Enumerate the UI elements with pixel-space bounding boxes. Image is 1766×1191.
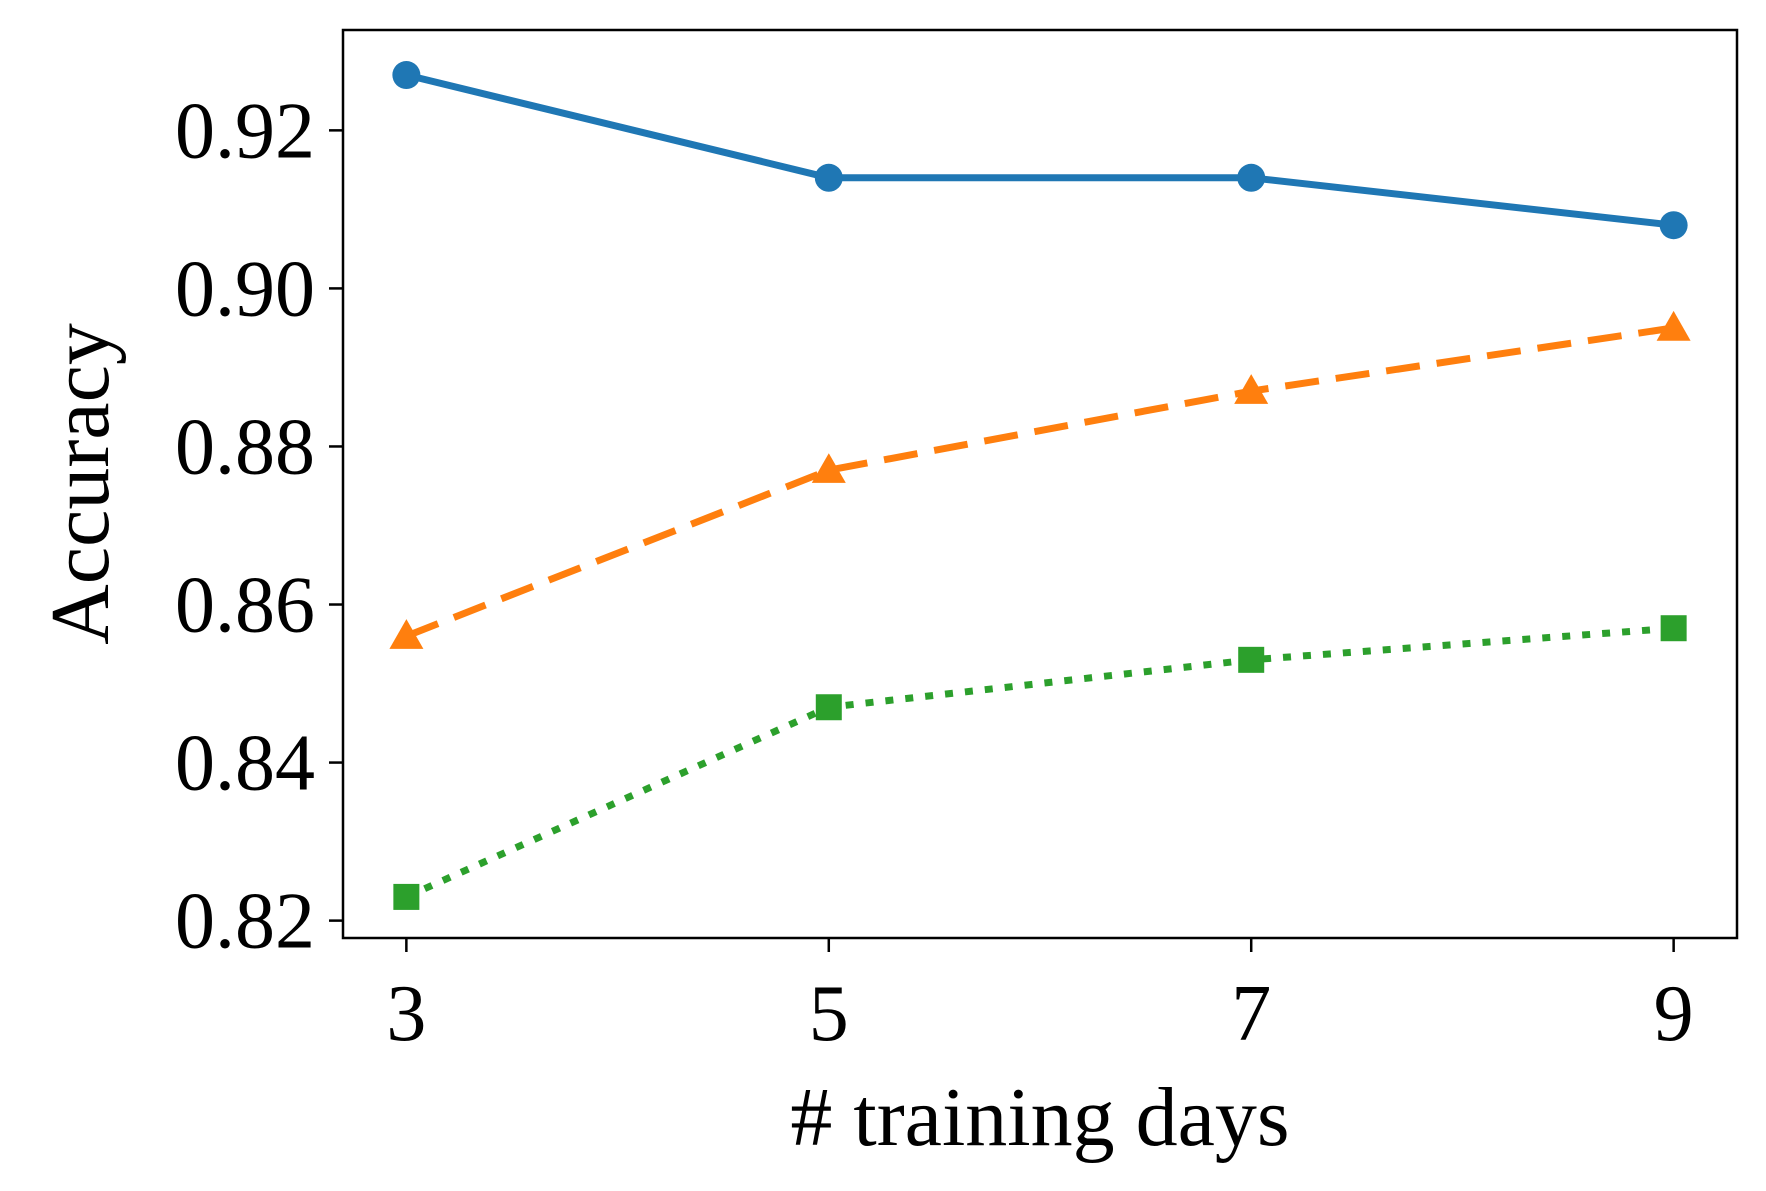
series-3: [393, 615, 1687, 910]
y-tick-label: 0.92: [175, 87, 315, 175]
series-1: [392, 61, 1688, 240]
y-tick-label: 0.86: [175, 562, 315, 650]
series-line: [404, 624, 1674, 901]
plot-area-frame: [341, 28, 1739, 940]
data-point-square: [1238, 646, 1265, 673]
x-axis-ticks: 3 5 7 9: [386, 938, 1694, 1058]
data-point-square: [393, 883, 420, 910]
y-tick-label: 0.82: [175, 878, 315, 966]
data-point-circle: [1659, 211, 1688, 240]
x-tick-label: 5: [809, 970, 849, 1058]
data-point-triangle: [1656, 310, 1691, 341]
data-point-triangle: [811, 453, 846, 483]
x-axis-label: # training days: [790, 1071, 1289, 1164]
y-tick-label: 0.84: [175, 720, 315, 808]
x-tick-label: 9: [1654, 970, 1694, 1058]
y-axis-label: Accuracy: [34, 323, 127, 645]
series-line: [405, 324, 1675, 640]
y-axis-ticks: 0.82 0.84 0.86 0.88 0.90 0.92: [175, 87, 343, 966]
data-point-circle: [1237, 163, 1266, 192]
data-point-square: [1660, 615, 1687, 642]
series-2: [389, 310, 1691, 649]
series-layer: [389, 61, 1691, 910]
x-tick-label: 3: [386, 970, 426, 1058]
data-point-circle: [392, 61, 421, 90]
data-point-square: [815, 694, 842, 721]
data-point-circle: [814, 163, 843, 192]
y-tick-label: 0.90: [175, 245, 315, 333]
data-point-triangle: [1234, 374, 1269, 404]
series-line: [405, 71, 1674, 229]
data-point-triangle: [389, 619, 424, 649]
x-tick-label: 7: [1231, 970, 1271, 1058]
y-tick-label: 0.88: [175, 403, 315, 491]
